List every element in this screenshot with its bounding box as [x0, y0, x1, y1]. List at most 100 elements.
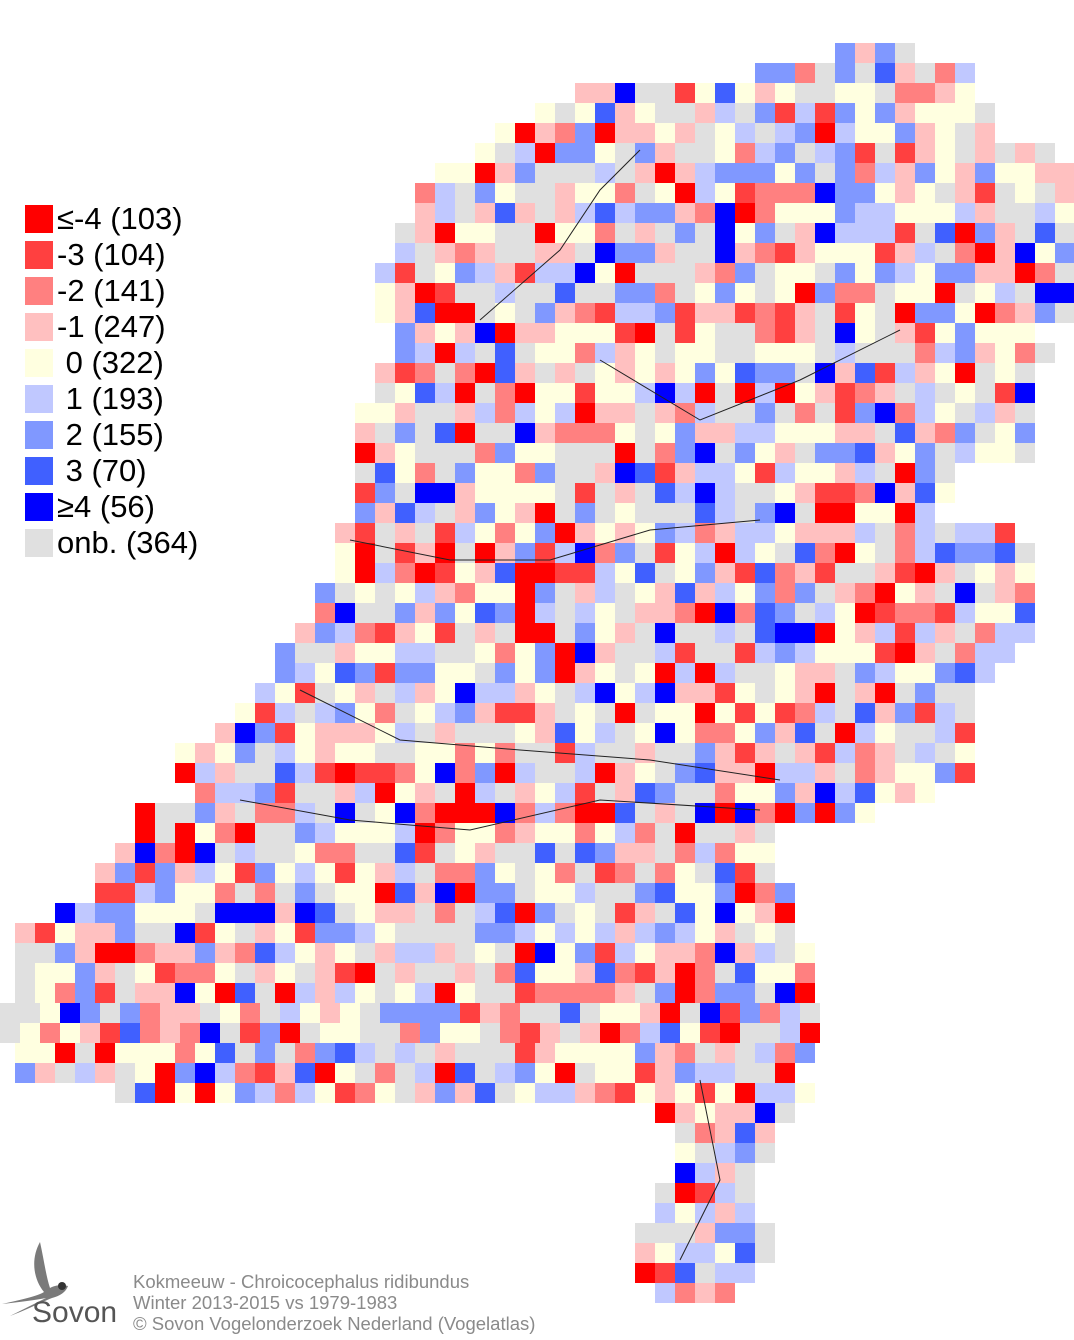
grid-cell [515, 583, 535, 603]
grid-cell [295, 1083, 315, 1103]
grid-cell [935, 583, 955, 603]
grid-cell [495, 983, 515, 1003]
grid-cell [735, 323, 755, 343]
grid-cell [575, 923, 595, 943]
grid-cell [475, 283, 495, 303]
grid-cell [975, 383, 995, 403]
grid-cell [415, 323, 435, 343]
grid-cell [615, 723, 635, 743]
grid-cell [715, 463, 735, 483]
grid-cell [415, 303, 435, 323]
grid-cell [695, 603, 715, 623]
grid-cell [580, 1003, 600, 1023]
grid-cell [595, 103, 615, 123]
grid-cell [675, 123, 695, 143]
grid-cell [575, 643, 595, 663]
grid-cell [275, 1043, 295, 1063]
grid-cell [855, 803, 875, 823]
grid-cell [1035, 263, 1055, 283]
grid-cell [255, 1083, 275, 1103]
grid-cell [555, 463, 575, 483]
grid-cell [995, 263, 1015, 283]
grid-cell [435, 243, 455, 263]
grid-cell [455, 1083, 475, 1103]
grid-cell [215, 863, 235, 883]
legend-swatch [25, 205, 53, 233]
grid-cell [455, 443, 475, 463]
grid-cell [875, 43, 895, 63]
grid-cell [520, 1003, 540, 1023]
grid-cell [435, 303, 455, 323]
grid-cell [755, 843, 775, 863]
grid-cell [495, 603, 515, 623]
grid-cell [495, 523, 515, 543]
grid-cell [875, 203, 895, 223]
grid-cell [715, 123, 735, 143]
grid-cell [475, 783, 495, 803]
grid-cell [755, 763, 775, 783]
grid-cell [855, 643, 875, 663]
grid-cell [375, 403, 395, 423]
grid-cell [735, 463, 755, 483]
grid-cell [435, 683, 455, 703]
grid-cell [255, 863, 275, 883]
grid-cell [715, 1283, 735, 1303]
grid-cell [655, 803, 675, 823]
grid-cell [315, 803, 335, 823]
grid-cell [195, 903, 215, 923]
grid-cell [175, 1043, 195, 1063]
grid-cell [635, 103, 655, 123]
grid-cell [655, 883, 675, 903]
grid-cell [635, 223, 655, 243]
grid-cell [435, 163, 455, 183]
grid-cell [475, 243, 495, 263]
grid-cell [975, 543, 995, 563]
grid-cell [735, 903, 755, 923]
grid-cell [375, 603, 395, 623]
grid-cell [895, 83, 915, 103]
grid-cell [695, 963, 715, 983]
grid-cell [455, 223, 475, 243]
legend-item: 0 (322) [25, 345, 198, 381]
grid-cell [555, 843, 575, 863]
grid-cell [120, 1023, 140, 1043]
grid-cell [495, 243, 515, 263]
grid-cell [455, 863, 475, 883]
grid-cell [695, 403, 715, 423]
grid-cell [735, 963, 755, 983]
grid-cell [535, 723, 555, 743]
grid-cell [115, 983, 135, 1003]
grid-cell [335, 843, 355, 863]
grid-cell [675, 463, 695, 483]
grid-cell [295, 983, 315, 1003]
grid-cell [775, 1083, 795, 1103]
grid-cell [755, 183, 775, 203]
grid-cell [755, 783, 775, 803]
grid-cell [475, 1043, 495, 1063]
grid-cell [535, 763, 555, 783]
grid-cell [555, 303, 575, 323]
grid-cell [215, 1063, 235, 1083]
grid-cell [715, 1243, 735, 1263]
grid-cell [715, 683, 735, 703]
grid-cell [255, 923, 275, 943]
grid-cell [555, 723, 575, 743]
grid-cell [735, 283, 755, 303]
grid-cell [555, 203, 575, 223]
grid-cell [475, 443, 495, 463]
grid-cell [495, 303, 515, 323]
legend-label: 0 (322) [57, 345, 164, 380]
grid-cell [655, 743, 675, 763]
grid-cell [655, 583, 675, 603]
grid-cell [75, 903, 95, 923]
grid-cell [855, 383, 875, 403]
grid-cell [515, 143, 535, 163]
grid-cell [1015, 163, 1035, 183]
grid-cell [695, 1183, 715, 1203]
grid-cell [795, 963, 815, 983]
grid-cell [535, 883, 555, 903]
grid-cell [395, 483, 415, 503]
grid-cell [895, 643, 915, 663]
grid-cell [735, 363, 755, 383]
grid-cell [395, 1063, 415, 1083]
